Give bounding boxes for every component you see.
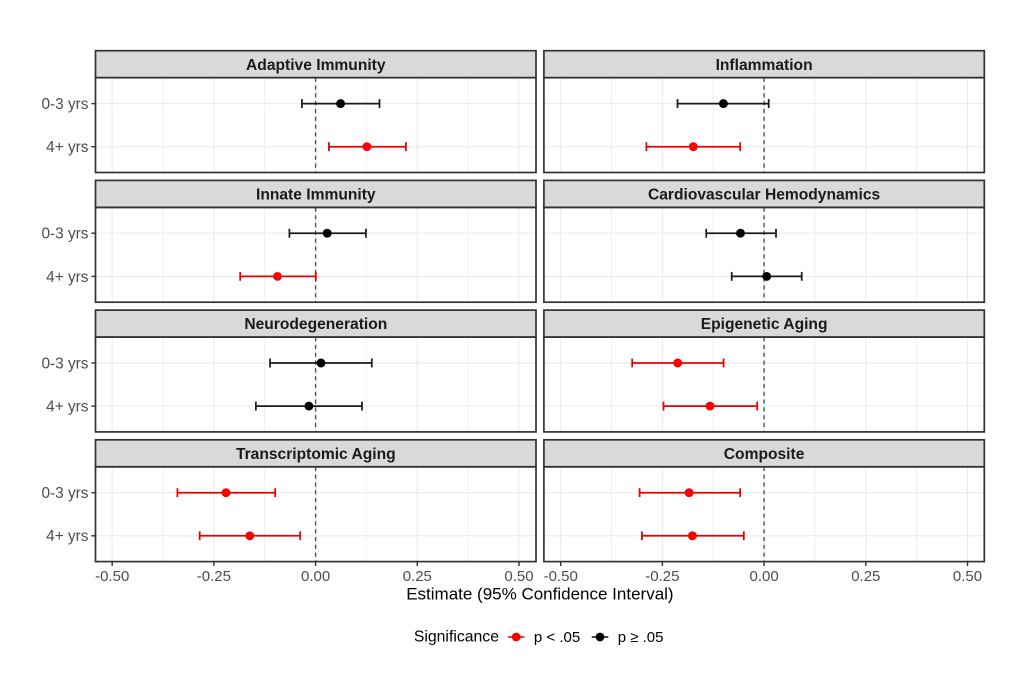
svg-text:Innate Immunity: Innate Immunity <box>256 187 376 204</box>
svg-text:-0.25: -0.25 <box>645 568 679 585</box>
svg-text:p < .05: p < .05 <box>534 629 580 646</box>
svg-text:Transcriptomic Aging: Transcriptomic Aging <box>236 446 396 463</box>
svg-text:p ≥ .05: p ≥ .05 <box>618 629 664 646</box>
svg-text:0.25: 0.25 <box>403 568 432 585</box>
svg-text:Composite: Composite <box>724 446 805 463</box>
svg-text:4+ yrs: 4+ yrs <box>46 269 89 286</box>
svg-text:Inflammation: Inflammation <box>716 57 813 74</box>
svg-text:0.00: 0.00 <box>301 568 330 585</box>
svg-text:-0.25: -0.25 <box>197 568 231 585</box>
svg-text:Adaptive Immunity: Adaptive Immunity <box>246 57 386 74</box>
svg-text:0-3 yrs: 0-3 yrs <box>41 355 88 372</box>
svg-text:-0.50: -0.50 <box>544 568 578 585</box>
svg-text:0-3 yrs: 0-3 yrs <box>41 226 88 243</box>
svg-text:Estimate (95% Confidence Inter: Estimate (95% Confidence Interval) <box>406 585 673 604</box>
svg-text:0-3 yrs: 0-3 yrs <box>41 485 88 502</box>
svg-text:0-3 yrs: 0-3 yrs <box>41 96 88 113</box>
svg-text:0.50: 0.50 <box>504 568 533 585</box>
svg-text:Epigenetic Aging: Epigenetic Aging <box>701 316 828 333</box>
svg-text:0.00: 0.00 <box>749 568 778 585</box>
svg-text:Cardiovascular Hemodynamics: Cardiovascular Hemodynamics <box>648 187 881 204</box>
svg-text:Significance: Significance <box>414 628 499 645</box>
svg-text:-0.50: -0.50 <box>95 568 129 585</box>
svg-text:4+ yrs: 4+ yrs <box>46 398 89 415</box>
svg-text:4+ yrs: 4+ yrs <box>46 528 89 545</box>
svg-text:0.50: 0.50 <box>953 568 982 585</box>
svg-text:4+ yrs: 4+ yrs <box>46 139 89 156</box>
svg-text:0.25: 0.25 <box>851 568 880 585</box>
svg-text:Neurodegeneration: Neurodegeneration <box>244 316 387 333</box>
